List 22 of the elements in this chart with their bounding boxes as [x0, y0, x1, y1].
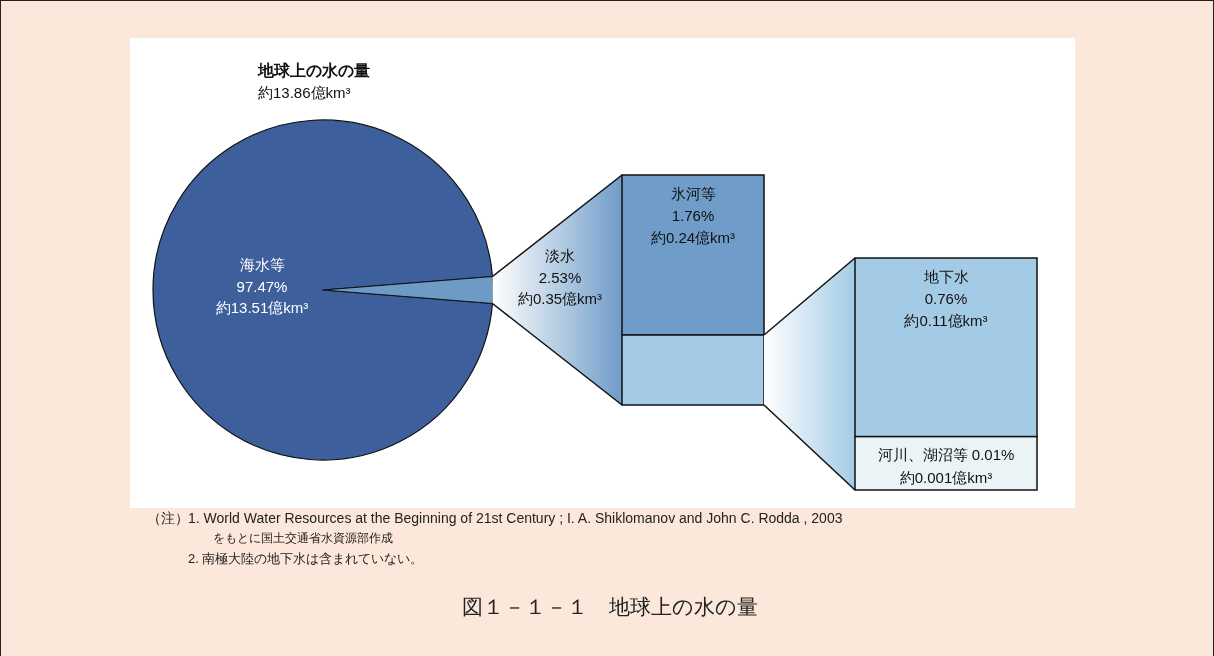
slice-label: 淡水 — [545, 247, 575, 264]
text: 約13.51億km³ — [215, 299, 309, 316]
data-label: 97.47% — [236, 277, 288, 295]
data-label: 1.76% — [671, 207, 715, 224]
text: 約0.35億km³ — [517, 290, 603, 307]
chart-title: 地球上の水の量 — [257, 62, 370, 79]
caption: 図１－１－１ 地球上の水の量 — [462, 595, 758, 618]
text: 1. World Water Resources at the Beginning of 21st Century ; I. A. Shiklomanov and John C. Rodda , 2003 — [188, 510, 843, 526]
chart-subtitle: 約13.86億km³ — [258, 84, 351, 101]
text: 約0.11億km³ — [904, 312, 988, 329]
slice-label: 海水等 — [239, 256, 285, 273]
data-label: 0.76% — [924, 290, 968, 307]
category-label: 河川、湖沼等 — [877, 445, 972, 463]
data-label: 2.53% — [538, 268, 582, 286]
text: 約0.24億km³ — [650, 229, 736, 246]
text: 約0.001億km³ — [899, 468, 993, 486]
text: をもとに国土交通省水資源部作成 — [213, 531, 393, 545]
category-label: 氷河等 — [670, 185, 716, 202]
text: （注） — [147, 510, 189, 526]
text: 2. 南極大陸の地下水は含まれていない。 — [188, 551, 424, 566]
category-label: 地下水 — [922, 268, 969, 285]
data-label: 0.01% — [971, 445, 1015, 463]
